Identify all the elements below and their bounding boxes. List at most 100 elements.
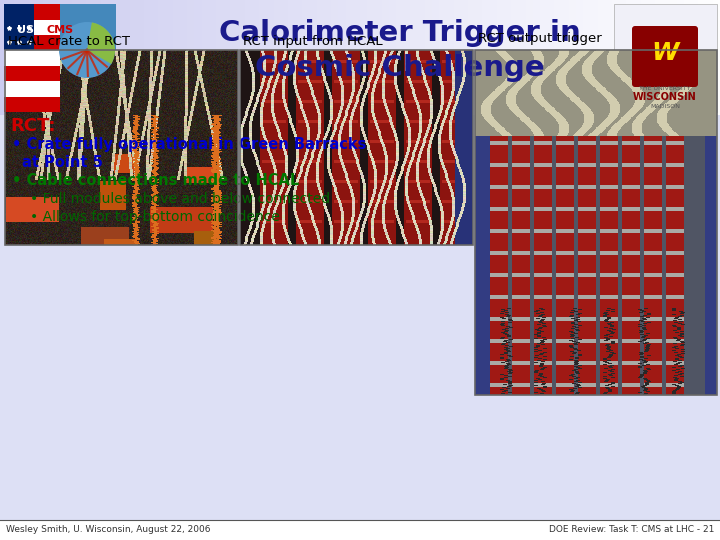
Bar [288,0,295,115]
Bar [396,0,403,115]
Bar [7,0,14,115]
Bar [648,0,655,115]
Bar [338,0,346,115]
Bar [216,0,223,115]
Bar [655,0,662,115]
Text: US: US [17,25,34,35]
Bar [446,0,454,115]
Bar [137,0,144,115]
Bar [475,50,717,395]
Bar [670,0,677,115]
Bar [245,0,252,115]
Bar [202,0,209,115]
Bar [187,0,194,115]
Bar [634,0,641,115]
Bar [317,0,324,115]
Bar [626,0,634,115]
Bar [22,0,29,115]
Bar [4,81,60,97]
Text: Wesley Smith, U. Wisconsin, August 22, 2006: Wesley Smith, U. Wisconsin, August 22, 2… [6,525,210,535]
Bar [698,0,706,115]
Bar [374,0,382,115]
Bar [194,0,202,115]
Bar [346,0,353,115]
Bar [418,0,425,115]
Text: • Allows for top-bottom coincidence: • Allows for top-bottom coincidence [30,210,280,224]
Bar [590,0,598,115]
Bar [94,0,101,115]
Bar [230,0,238,115]
Bar [554,0,562,115]
Bar [108,0,115,115]
Text: WISCONSIN: WISCONSIN [633,92,697,102]
Bar [29,0,36,115]
Bar [425,0,432,115]
Bar [281,0,288,115]
Bar [533,0,540,115]
Text: THE UNIVERSITY: THE UNIVERSITY [639,85,690,91]
Bar [223,0,230,115]
Bar [158,0,166,115]
Text: RCT:: RCT: [10,117,55,135]
Bar [454,0,461,115]
Bar [0,520,720,540]
Bar [144,0,151,115]
Bar [490,0,497,115]
Bar [252,0,259,115]
Bar [526,0,533,115]
Bar [180,0,187,115]
Text: MADISON: MADISON [650,104,680,109]
Text: RCT output trigger: RCT output trigger [478,32,602,45]
Bar [4,4,34,50]
Bar [511,0,518,115]
Bar [58,0,65,115]
Bar [662,0,670,115]
Bar [4,4,116,112]
Bar [389,0,396,115]
Bar [151,0,158,115]
Text: RCT input from HCAL: RCT input from HCAL [243,35,382,48]
Bar [4,97,60,112]
Bar [259,0,266,115]
Bar [576,0,583,115]
Text: CMS: CMS [46,25,73,35]
Bar [4,35,60,50]
Bar [504,0,511,115]
Bar [72,0,79,115]
Bar [295,0,302,115]
Bar [331,0,338,115]
Bar [4,66,60,81]
Bar [684,0,691,115]
Bar [5,50,238,245]
Bar [691,0,698,115]
Bar [240,50,473,245]
Bar [497,0,504,115]
Bar [569,0,576,115]
Text: at Point 5: at Point 5 [22,155,103,170]
Bar [540,0,547,115]
Bar [713,0,720,115]
Bar [0,0,7,115]
Bar [677,0,684,115]
Bar [619,0,626,115]
Bar [79,0,86,115]
Text: Cosmic Challenge: Cosmic Challenge [255,54,545,82]
Bar [360,0,367,115]
Text: W: W [651,41,679,65]
Bar [4,19,60,35]
Bar [324,0,331,115]
Bar [266,0,274,115]
Bar [461,0,468,115]
Bar [173,0,180,115]
Text: DOE Review: Task T: CMS at LHC - 21: DOE Review: Task T: CMS at LHC - 21 [549,525,714,535]
Bar [4,4,60,19]
Bar [65,0,72,115]
Wedge shape [87,23,115,64]
Bar [432,0,439,115]
Text: Calorimeter Trigger in: Calorimeter Trigger in [219,19,581,47]
Circle shape [59,22,115,78]
Bar [43,0,50,115]
Text: HCAL crate to RCT: HCAL crate to RCT [8,35,130,48]
Bar [562,0,569,115]
Bar [115,0,122,115]
